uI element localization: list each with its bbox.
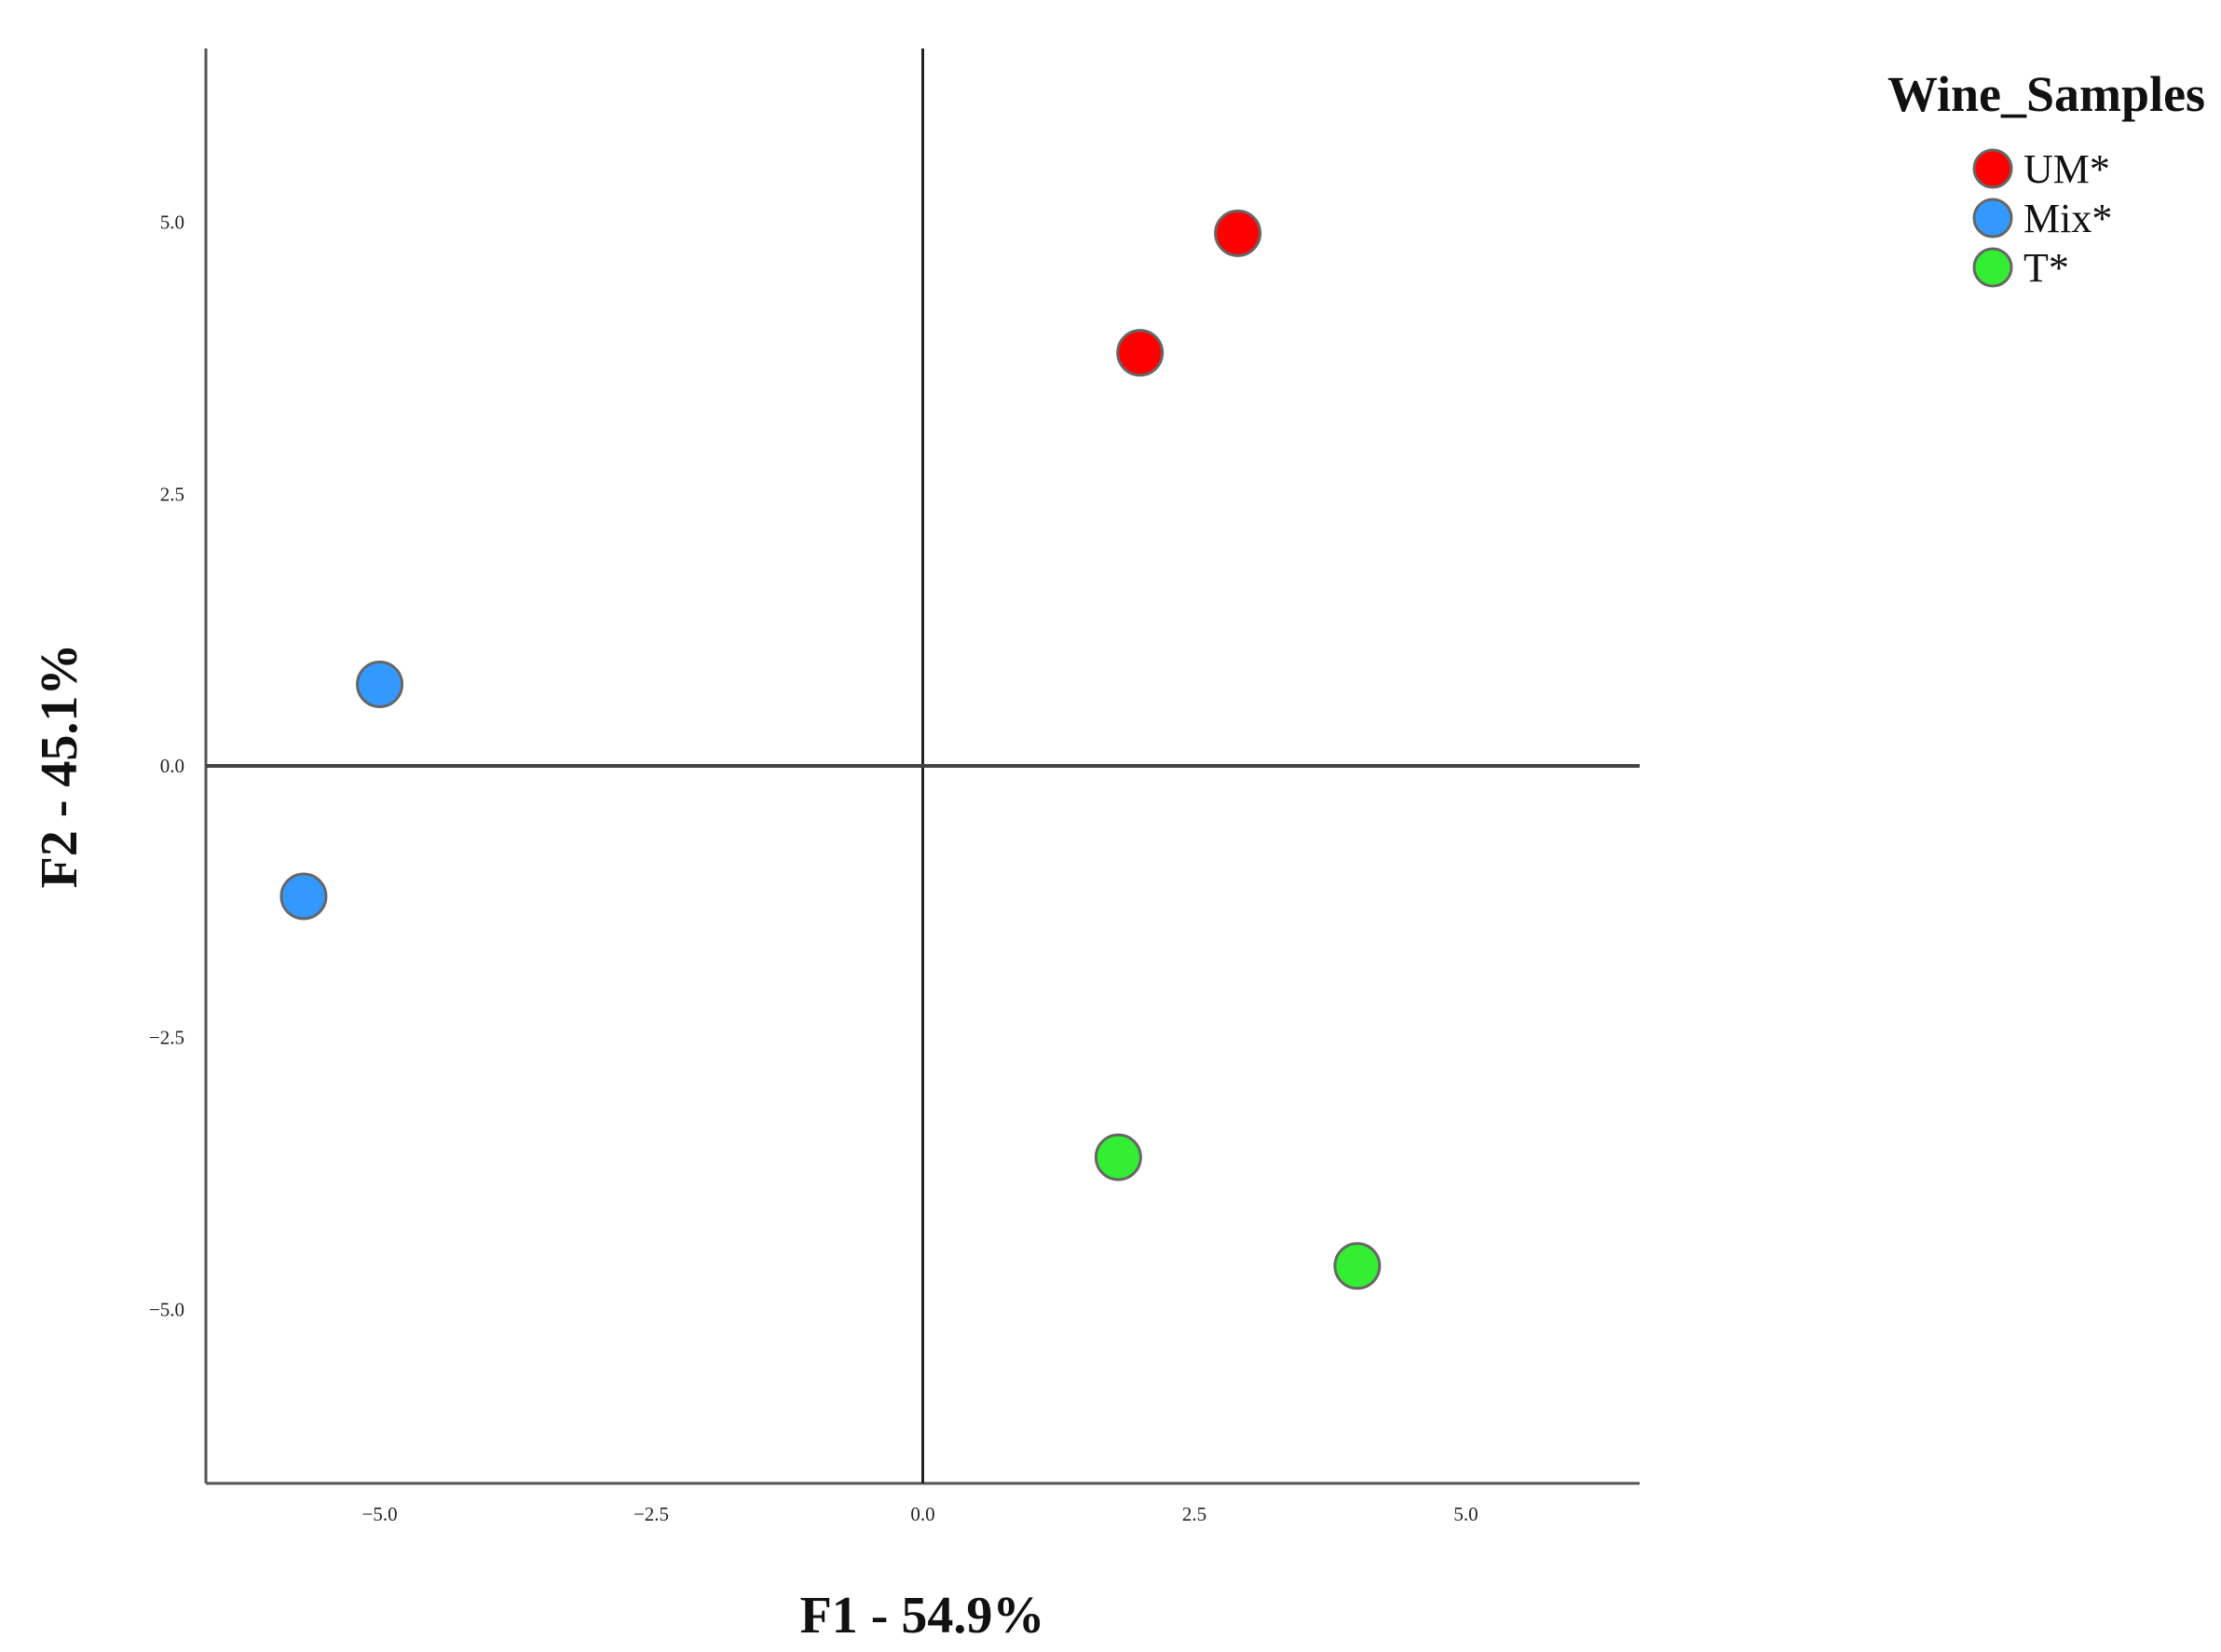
data-points: [279, 209, 1382, 1290]
legend-marker: [1972, 247, 2013, 288]
legend-label: Mix*: [2023, 196, 2112, 241]
x-tick-labels: −5.0 −2.5 0.0 2.5 5.0: [361, 1503, 1478, 1525]
y-tick-label: −5.0: [149, 1298, 184, 1320]
y-tick-label: 2.5: [160, 483, 184, 505]
x-tick-label: −5.0: [361, 1503, 397, 1525]
x-axis-title: F1 - 54.9%: [800, 1587, 1045, 1645]
legend-label: UM*: [2023, 146, 2110, 192]
data-point: [1333, 1242, 1382, 1290]
x-tick-label: 5.0: [1453, 1503, 1478, 1525]
data-point: [1094, 1133, 1142, 1181]
legend-items: UM*Mix*T*: [1972, 146, 2112, 291]
legend-marker: [1972, 148, 2013, 189]
y-axis-title: F2 - 45.1%: [31, 644, 89, 889]
x-tick-label: 0.0: [910, 1503, 934, 1525]
legend-marker: [1972, 198, 2013, 239]
legend-title: Wine_Samples: [1887, 66, 2205, 122]
y-tick-label: 0.0: [160, 755, 184, 777]
y-tick-labels: 5.0 2.5 0.0 −2.5 −5.0: [149, 212, 184, 1321]
data-point: [1214, 209, 1262, 257]
plot-area: −5.0 −2.5 0.0 2.5 5.0 5.0 2.5 0.0 −2.5 −5.0: [149, 48, 1640, 1525]
data-point: [1116, 329, 1165, 377]
legend-label: T*: [2023, 245, 2069, 291]
y-tick-label: −2.5: [149, 1027, 184, 1049]
data-point: [356, 661, 404, 708]
y-tick-label: 5.0: [160, 212, 184, 234]
legend: Wine_Samples UM*Mix*T*: [1887, 66, 2205, 291]
x-tick-label: 2.5: [1182, 1503, 1206, 1525]
data-point: [279, 872, 328, 921]
x-tick-label: −2.5: [634, 1503, 669, 1525]
